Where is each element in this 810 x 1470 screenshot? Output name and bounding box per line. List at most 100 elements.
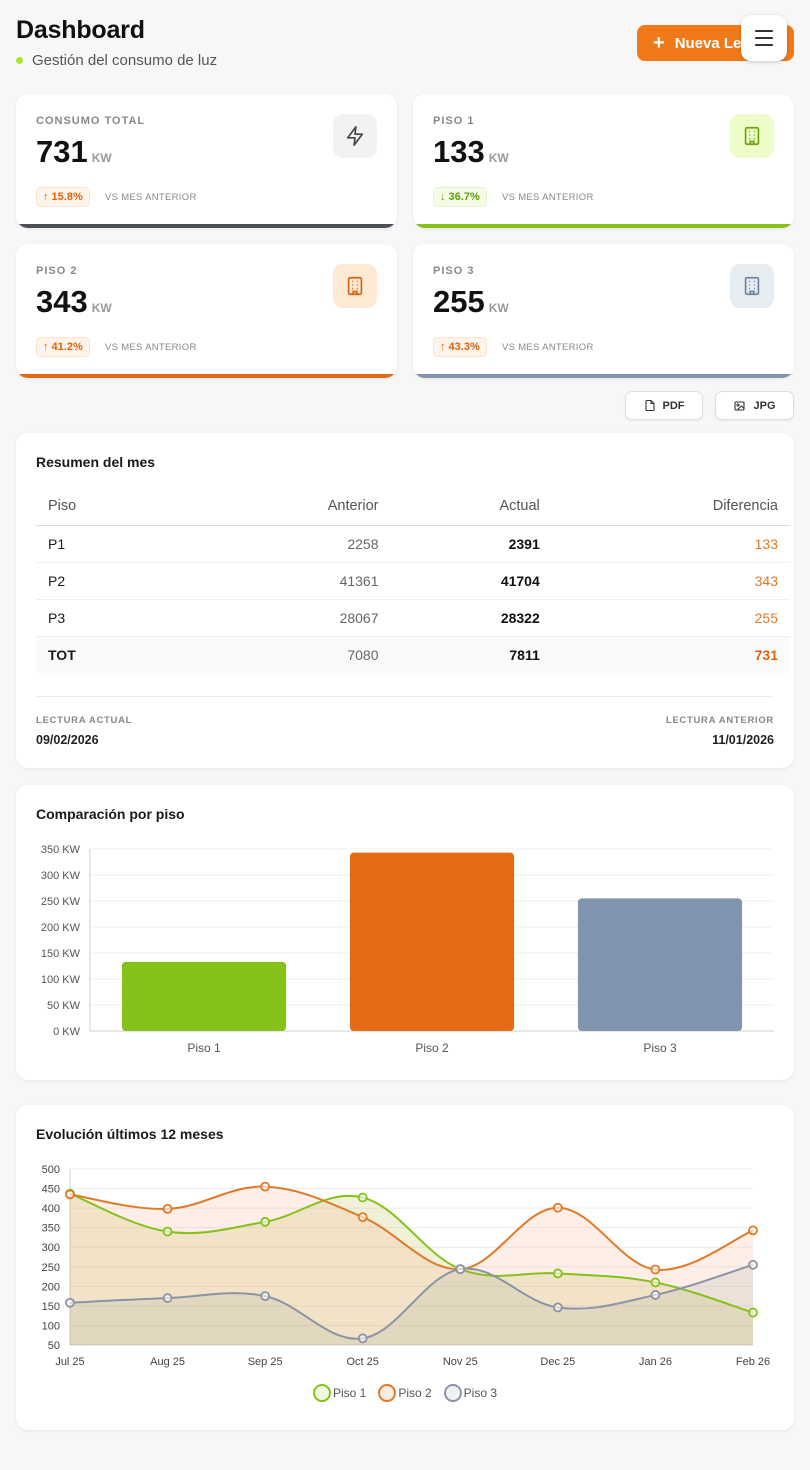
stat-unit: KW <box>91 151 112 165</box>
column-header: Actual <box>390 488 552 526</box>
stat-label: CONSUMO TOTAL <box>36 115 146 127</box>
cell-floor: P2 <box>36 562 197 600</box>
status-dot <box>16 57 23 64</box>
y-tick-label: 250 <box>42 1262 60 1274</box>
vs-label: VS MES ANTERIOR <box>502 342 594 353</box>
building-icon <box>730 264 774 308</box>
export-pdf-button[interactable]: PDF <box>625 391 703 420</box>
cell-current: 41704 <box>390 562 552 600</box>
x-tick-label: Aug 25 <box>150 1356 185 1368</box>
y-tick-label: 150 KW <box>41 948 81 960</box>
export-jpg-label: JPG <box>753 399 776 412</box>
y-tick-label: 150 <box>42 1301 60 1313</box>
y-tick-label: 400 <box>42 1203 60 1215</box>
cell-difference: 255 <box>551 599 790 637</box>
x-tick-label: Piso 2 <box>415 1041 449 1055</box>
bar-piso-3 <box>577 898 743 1031</box>
point-piso-3 <box>65 1297 75 1308</box>
cell-difference: 133 <box>551 525 790 563</box>
stat-unit: KW <box>91 301 112 315</box>
area-layer <box>70 1186 753 1345</box>
x-tick-label: Piso 1 <box>187 1041 221 1055</box>
area-piso-1 <box>70 1193 753 1345</box>
legend-item[interactable]: Piso 2 <box>378 1384 432 1402</box>
stat-accent-bar <box>413 224 794 228</box>
export-jpg-button[interactable]: JPG <box>715 391 794 420</box>
building-icon <box>333 264 377 308</box>
subtitle-text: Gestión del consumo de luz <box>32 52 218 69</box>
trend-badge: ↑ 43.3% <box>433 337 487 357</box>
stat-value: 255 KW <box>433 284 509 319</box>
legend-item[interactable]: Piso 1 <box>312 1384 366 1402</box>
bar-chart-title: Comparación por piso <box>36 806 185 822</box>
point-piso-2 <box>748 1225 758 1236</box>
building-icon <box>730 114 774 158</box>
cell-difference: 731 <box>551 636 790 673</box>
cell-difference: 343 <box>551 562 790 600</box>
y-tick-label: 350 KW <box>41 844 81 856</box>
y-tick-label: 50 <box>48 1340 60 1352</box>
y-tick-label: 350 <box>42 1223 60 1235</box>
line-piso-2 <box>69 1185 754 1271</box>
legend-label: Piso 3 <box>463 1386 498 1400</box>
stat-accent-bar <box>16 224 397 228</box>
y-tick-label: 250 KW <box>41 896 81 908</box>
trend-badge: ↑ 41.2% <box>36 337 90 357</box>
vs-label: VS MES ANTERIOR <box>105 192 197 203</box>
cell-previous: 41361 <box>196 562 391 600</box>
cell-floor: P3 <box>36 599 197 637</box>
column-header: Anterior <box>196 488 391 526</box>
stat-value: 731 KW <box>36 134 112 169</box>
x-tick-label: Sep 25 <box>248 1356 283 1368</box>
y-tick-label: 500 <box>42 1164 60 1176</box>
y-tick-label: 0 KW <box>53 1026 81 1038</box>
point-piso-3 <box>260 1291 271 1302</box>
point-piso-2 <box>650 1264 661 1275</box>
x-tick-label: Nov 25 <box>443 1356 478 1368</box>
summary-table: Piso Anterior Actual Diferencia P1 2258 … <box>36 488 790 673</box>
x-tick-label: Oct 25 <box>347 1356 379 1368</box>
point-piso-3 <box>455 1264 466 1275</box>
point-piso-1 <box>748 1307 758 1318</box>
y-tick-label: 50 KW <box>47 1000 81 1012</box>
trend-badge: ↓ 36.7% <box>433 187 487 207</box>
cell-current: 2391 <box>390 525 552 563</box>
cell-current: 28322 <box>390 599 552 637</box>
hamburger-icon[interactable] <box>741 15 787 61</box>
chart-legend: Piso 1 Piso 2 Piso 3 <box>0 1384 810 1402</box>
point-piso-2 <box>552 1202 563 1213</box>
page-subtitle: Gestión del consumo de luz <box>16 52 217 69</box>
point-piso-3 <box>357 1333 368 1344</box>
column-header: Piso <box>36 488 197 526</box>
stat-unit: KW <box>488 301 509 315</box>
cell-previous: 7080 <box>196 636 391 673</box>
line-chart: 50 100 150 200 250 300 350 400 450 500 Jul 25 Aug 2… <box>42 1164 770 1368</box>
summary-title: Resumen del mes <box>36 454 156 470</box>
current-reading-label: LECTURA ACTUAL <box>36 715 133 726</box>
bar-chart: 0 KW 50 KW 100 KW 150 KW 200 KW 250 KW 300 KW 3… <box>41 844 774 1055</box>
bar-piso-2 <box>349 852 515 1031</box>
previous-reading-label: LECTURA ANTERIOR <box>665 715 774 726</box>
legend-swatch <box>378 1384 397 1402</box>
legend-item[interactable]: Piso 3 <box>443 1384 498 1402</box>
new-reading-label: Nueva Le <box>674 34 742 52</box>
vs-label: VS MES ANTERIOR <box>105 342 197 353</box>
stat-accent-bar <box>413 374 794 378</box>
x-tick-label: Dec 25 <box>540 1356 575 1368</box>
column-header: Diferencia <box>551 488 790 526</box>
cell-current: 7811 <box>390 636 552 673</box>
line-chart-card <box>16 1105 794 1430</box>
legend-label: Piso 2 <box>398 1386 432 1400</box>
x-tick-label: Jul 25 <box>55 1356 84 1368</box>
point-piso-2 <box>162 1203 173 1214</box>
stat-label: PISO 2 <box>36 265 78 277</box>
vs-label: VS MES ANTERIOR <box>502 192 594 203</box>
point-piso-1 <box>552 1268 563 1279</box>
previous-reading-date: 11/01/2026 <box>712 733 774 747</box>
point-piso-1 <box>162 1226 173 1237</box>
table-row-total: TOT 7080 7811 731 <box>36 636 790 673</box>
y-tick-label: 100 KW <box>41 974 81 986</box>
x-tick-label: Jan 26 <box>639 1356 672 1368</box>
y-tick-label: 300 KW <box>41 870 81 882</box>
table-row: P3 28067 28322 255 <box>36 599 790 637</box>
